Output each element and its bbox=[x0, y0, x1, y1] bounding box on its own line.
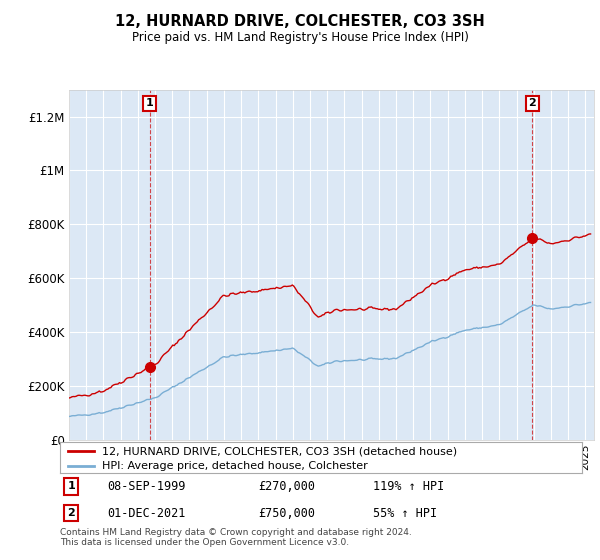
Text: Price paid vs. HM Land Registry's House Price Index (HPI): Price paid vs. HM Land Registry's House … bbox=[131, 31, 469, 44]
Text: HPI: Average price, detached house, Colchester: HPI: Average price, detached house, Colc… bbox=[102, 461, 368, 472]
Text: 2: 2 bbox=[529, 99, 536, 108]
Text: 2: 2 bbox=[68, 508, 76, 518]
Text: 1: 1 bbox=[146, 99, 154, 108]
Text: 12, HURNARD DRIVE, COLCHESTER, CO3 3SH: 12, HURNARD DRIVE, COLCHESTER, CO3 3SH bbox=[115, 14, 485, 29]
Text: Contains HM Land Registry data © Crown copyright and database right 2024.
This d: Contains HM Land Registry data © Crown c… bbox=[60, 528, 412, 547]
Text: 119% ↑ HPI: 119% ↑ HPI bbox=[373, 480, 445, 493]
Text: 12, HURNARD DRIVE, COLCHESTER, CO3 3SH (detached house): 12, HURNARD DRIVE, COLCHESTER, CO3 3SH (… bbox=[102, 446, 457, 456]
Text: £270,000: £270,000 bbox=[259, 480, 316, 493]
Text: 1: 1 bbox=[68, 482, 76, 492]
Text: 01-DEC-2021: 01-DEC-2021 bbox=[107, 507, 185, 520]
Text: £750,000: £750,000 bbox=[259, 507, 316, 520]
Text: 55% ↑ HPI: 55% ↑ HPI bbox=[373, 507, 437, 520]
Text: 08-SEP-1999: 08-SEP-1999 bbox=[107, 480, 185, 493]
